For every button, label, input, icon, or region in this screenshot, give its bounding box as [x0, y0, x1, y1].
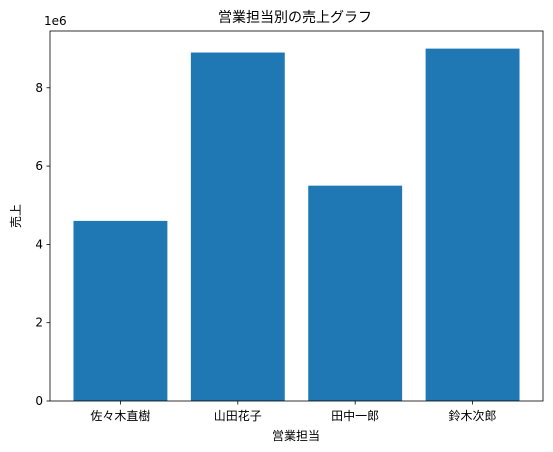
- bar-2: [308, 185, 403, 401]
- plot-area-frame: [49, 30, 544, 402]
- y-axis-ticks: 0 2 4 6 8: [35, 81, 50, 408]
- bar-1: [190, 52, 285, 401]
- x-axis-ticks: 佐々木直樹 山田花子 田中一郎 鈴木次郎: [90, 401, 497, 423]
- y-tick-label-3: 6: [35, 159, 43, 173]
- y-axis-offset-label: 1e6: [44, 14, 67, 28]
- x-tick-label-1: 山田花子: [214, 408, 262, 423]
- bars-group: [73, 48, 520, 402]
- x-tick-label-3: 鈴木次郎: [449, 408, 497, 423]
- y-axis-label: 売上: [8, 204, 23, 228]
- bar-0: [73, 220, 168, 401]
- x-axis-label: 営業担当: [272, 429, 320, 443]
- y-tick-label-1: 2: [35, 316, 43, 330]
- chart-title: 営業担当別の売上グラフ: [218, 10, 372, 26]
- y-tick-label-2: 4: [35, 237, 43, 251]
- y-tick-label-4: 8: [35, 81, 43, 95]
- x-tick-label-0: 佐々木直樹: [90, 409, 150, 423]
- x-tick-label-2: 田中一郎: [331, 408, 379, 423]
- bar-3: [425, 48, 520, 402]
- y-tick-label-0: 0: [35, 394, 43, 408]
